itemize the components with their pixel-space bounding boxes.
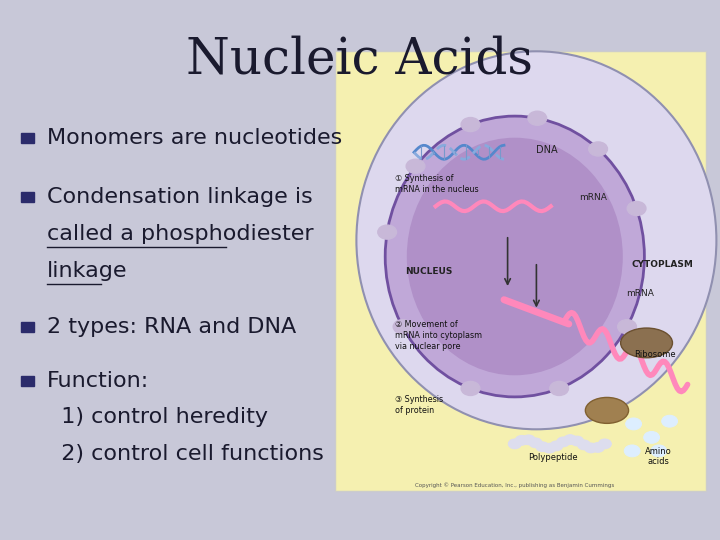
Text: Condensation linkage is: Condensation linkage is <box>47 187 312 207</box>
Ellipse shape <box>585 397 629 423</box>
Text: 2 types: RNA and DNA: 2 types: RNA and DNA <box>47 316 296 337</box>
Text: Amino
acids: Amino acids <box>645 447 672 467</box>
Circle shape <box>585 443 598 453</box>
Circle shape <box>618 320 636 334</box>
Circle shape <box>528 111 546 125</box>
Circle shape <box>624 445 640 457</box>
Text: Monomers are nucleotides: Monomers are nucleotides <box>47 127 342 148</box>
Circle shape <box>627 201 646 215</box>
Circle shape <box>557 437 570 447</box>
Ellipse shape <box>356 51 716 429</box>
Ellipse shape <box>621 328 672 357</box>
Bar <box>21 376 34 386</box>
Ellipse shape <box>407 138 623 375</box>
Text: called a phosphodiester: called a phosphodiester <box>47 224 313 244</box>
Text: CYTOPLASM: CYTOPLASM <box>631 260 693 269</box>
Bar <box>21 192 34 202</box>
Text: NUCLEUS: NUCLEUS <box>405 267 452 276</box>
Text: 2) control cell functions: 2) control cell functions <box>47 444 324 464</box>
Circle shape <box>589 142 608 156</box>
Bar <box>21 133 34 143</box>
Text: ① Synthesis of
mRNA in the nucleus: ① Synthesis of mRNA in the nucleus <box>395 174 478 194</box>
Text: Function:: Function: <box>47 370 149 391</box>
Circle shape <box>516 435 528 445</box>
Text: Polypeptide: Polypeptide <box>528 453 577 462</box>
Text: Copyright © Pearson Education, Inc., publishing as Benjamin Cummings: Copyright © Pearson Education, Inc., pub… <box>415 482 614 488</box>
Circle shape <box>591 443 604 453</box>
Circle shape <box>536 442 549 451</box>
Circle shape <box>550 441 563 451</box>
Circle shape <box>406 159 425 173</box>
Circle shape <box>651 445 667 457</box>
Text: mRNA: mRNA <box>580 193 608 201</box>
Circle shape <box>550 381 569 395</box>
Circle shape <box>598 439 611 449</box>
Text: 1) control heredity: 1) control heredity <box>47 407 268 428</box>
Circle shape <box>529 438 542 448</box>
Circle shape <box>393 320 412 334</box>
Circle shape <box>461 118 480 132</box>
Text: mRNA: mRNA <box>626 289 654 298</box>
Circle shape <box>662 415 678 427</box>
Ellipse shape <box>385 116 644 397</box>
Text: Nucleic Acids: Nucleic Acids <box>186 35 534 85</box>
Text: Ribosome: Ribosome <box>634 350 676 360</box>
Circle shape <box>461 381 480 395</box>
Text: ② Movement of
mRNA into cytoplasm
via nuclear pore: ② Movement of mRNA into cytoplasm via nu… <box>395 320 482 351</box>
Circle shape <box>543 443 556 453</box>
Circle shape <box>522 435 535 445</box>
Text: ③ Synthesis
of protein: ③ Synthesis of protein <box>395 395 443 415</box>
Bar <box>21 322 34 332</box>
Circle shape <box>508 439 521 449</box>
Text: DNA: DNA <box>536 145 558 155</box>
Circle shape <box>577 440 590 450</box>
Circle shape <box>564 435 577 444</box>
Circle shape <box>626 418 642 430</box>
Text: linkage: linkage <box>47 260 127 281</box>
Circle shape <box>378 225 397 239</box>
Bar <box>335 51 706 491</box>
Circle shape <box>644 431 660 443</box>
Circle shape <box>571 436 584 446</box>
